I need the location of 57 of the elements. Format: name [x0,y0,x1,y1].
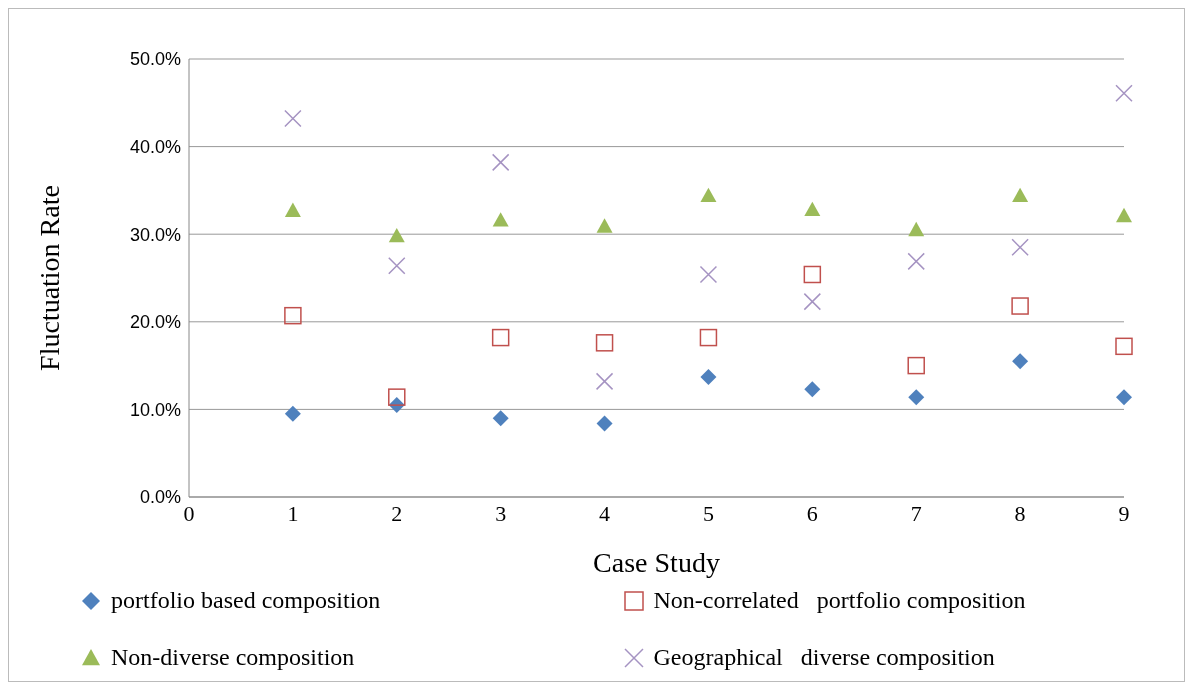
x-tick-label: 4 [599,500,611,526]
x-tick-label: 1 [287,500,299,526]
point [284,202,301,217]
point [1011,297,1029,315]
point [804,201,821,217]
point [491,328,510,347]
point [908,221,925,237]
point [1011,238,1029,257]
x-tick-label: 8 [1014,500,1026,526]
point [596,218,613,233]
point [595,372,614,391]
point [1012,187,1029,203]
point [284,306,302,325]
point [492,410,509,427]
point [1012,353,1029,370]
point [699,265,718,284]
point [803,292,822,311]
point [595,334,614,352]
point [908,389,925,406]
x-tick-label: 2 [391,500,403,526]
y-tick-label: 30.0% [129,224,181,245]
point [803,265,822,284]
point [1115,84,1133,102]
point [492,212,509,227]
point [1116,207,1132,223]
point [1115,337,1133,356]
point [1116,389,1132,406]
y-tick-label: 0.0% [139,487,181,508]
point [388,388,406,406]
y-tick-label: 10.0% [129,399,181,420]
point [907,252,925,271]
point [700,187,717,203]
x-tick-label: 9 [1118,500,1130,526]
point [491,153,510,172]
x-tick-label: 0 [183,500,195,526]
x-tick-label: 3 [495,500,507,526]
y-tick-label: 20.0% [129,312,181,333]
x-tick-label: 5 [702,500,714,526]
point [284,109,302,128]
point [700,368,717,385]
x-tick-label: 6 [806,500,818,526]
point [388,256,406,275]
legend-label: Non-diverse composition [111,644,355,671]
y-axis-title: Fluctuation Rate [33,185,65,371]
point [907,356,925,375]
point [804,381,821,398]
legend-label: Non-correlated portfolio composition [653,587,1026,614]
y-tick-label: 50.0% [129,49,181,70]
legend-label: portfolio based composition [111,587,381,614]
point [284,405,301,422]
legend-label: Geographical diverse composition [653,644,995,671]
point [388,227,405,243]
x-axis-title: Case Study [593,547,720,578]
point [596,415,613,432]
point [699,328,718,347]
y-tick-label: 40.0% [129,136,181,157]
x-tick-label: 7 [910,500,922,526]
